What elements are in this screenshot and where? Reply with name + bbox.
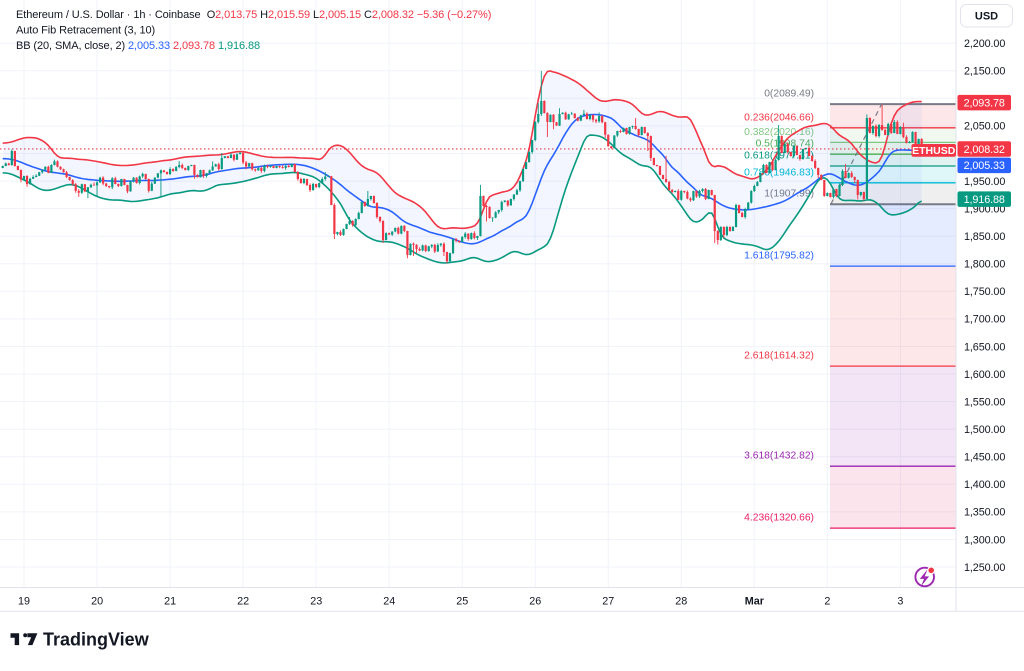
svg-text:O2,013.75 H2,015.59 L2,005.1: O2,013.75 H2,015.59 L2,005.15 C2,008.32 …	[207, 9, 492, 21]
svg-text:20: 20	[91, 595, 103, 607]
svg-text:3: 3	[897, 595, 903, 607]
svg-text:Mar: Mar	[745, 595, 765, 607]
svg-text:1,950.00: 1,950.00	[964, 176, 1005, 188]
svg-text:1,700.00: 1,700.00	[964, 314, 1005, 326]
svg-text:BB (20, SMA, close, 2) 2,005.3: BB (20, SMA, close, 2) 2,005.33 2,093.78…	[16, 40, 260, 52]
svg-text:0(2089.49): 0(2089.49)	[764, 89, 814, 100]
svg-text:2,200.00: 2,200.00	[964, 38, 1005, 50]
svg-text:TradingView: TradingView	[43, 630, 150, 650]
svg-text:19: 19	[18, 595, 30, 607]
svg-text:22: 22	[237, 595, 249, 607]
svg-text:1,600.00: 1,600.00	[964, 369, 1005, 381]
svg-text:28: 28	[675, 595, 687, 607]
svg-text:ETHUSD: ETHUSD	[912, 145, 956, 157]
svg-text:1,750.00: 1,750.00	[964, 286, 1005, 298]
svg-text:USD: USD	[975, 11, 998, 23]
svg-text:1,250.00: 1,250.00	[964, 562, 1005, 574]
svg-text:2: 2	[824, 595, 830, 607]
svg-text:2,050.00: 2,050.00	[964, 121, 1005, 133]
svg-text:1,350.00: 1,350.00	[964, 507, 1005, 519]
svg-text:0.786(1946.83): 0.786(1946.83)	[744, 167, 814, 178]
svg-text:1,550.00: 1,550.00	[964, 396, 1005, 408]
svg-text:Auto Fib Retracement (3, 10): Auto Fib Retracement (3, 10)	[16, 24, 155, 36]
svg-text:2,008.32: 2,008.32	[964, 144, 1005, 156]
svg-text:21: 21	[164, 595, 176, 607]
svg-text:1,800.00: 1,800.00	[964, 259, 1005, 271]
svg-text:1,500.00: 1,500.00	[964, 424, 1005, 436]
svg-text:0.236(2046.66): 0.236(2046.66)	[744, 112, 814, 123]
svg-text:Ethereum / U.S. Dollar · 1h ·: Ethereum / U.S. Dollar · 1h · Coinbase	[16, 9, 201, 21]
svg-text:1,450.00: 1,450.00	[964, 452, 1005, 464]
svg-text:25: 25	[456, 595, 468, 607]
svg-text:2,093.78: 2,093.78	[964, 98, 1005, 110]
svg-text:1,650.00: 1,650.00	[964, 341, 1005, 353]
svg-text:24: 24	[383, 595, 395, 607]
svg-text:1,300.00: 1,300.00	[964, 534, 1005, 546]
svg-text:3.618(1432.82): 3.618(1432.82)	[744, 451, 814, 462]
svg-text:1,916.88: 1,916.88	[964, 194, 1005, 206]
svg-text:23: 23	[310, 595, 322, 607]
svg-text:1,850.00: 1,850.00	[964, 231, 1005, 243]
svg-text:2,005.33: 2,005.33	[964, 160, 1005, 172]
svg-text:1.618(1795.82): 1.618(1795.82)	[744, 251, 814, 262]
svg-text:26: 26	[529, 595, 541, 607]
svg-text:27: 27	[602, 595, 614, 607]
svg-text:2.618(1614.32): 2.618(1614.32)	[744, 351, 814, 362]
svg-text:1,400.00: 1,400.00	[964, 479, 1005, 491]
svg-text:4.236(1320.66): 4.236(1320.66)	[744, 513, 814, 524]
svg-text:2,150.00: 2,150.00	[964, 66, 1005, 78]
svg-text:1(1907.99): 1(1907.99)	[764, 189, 814, 200]
